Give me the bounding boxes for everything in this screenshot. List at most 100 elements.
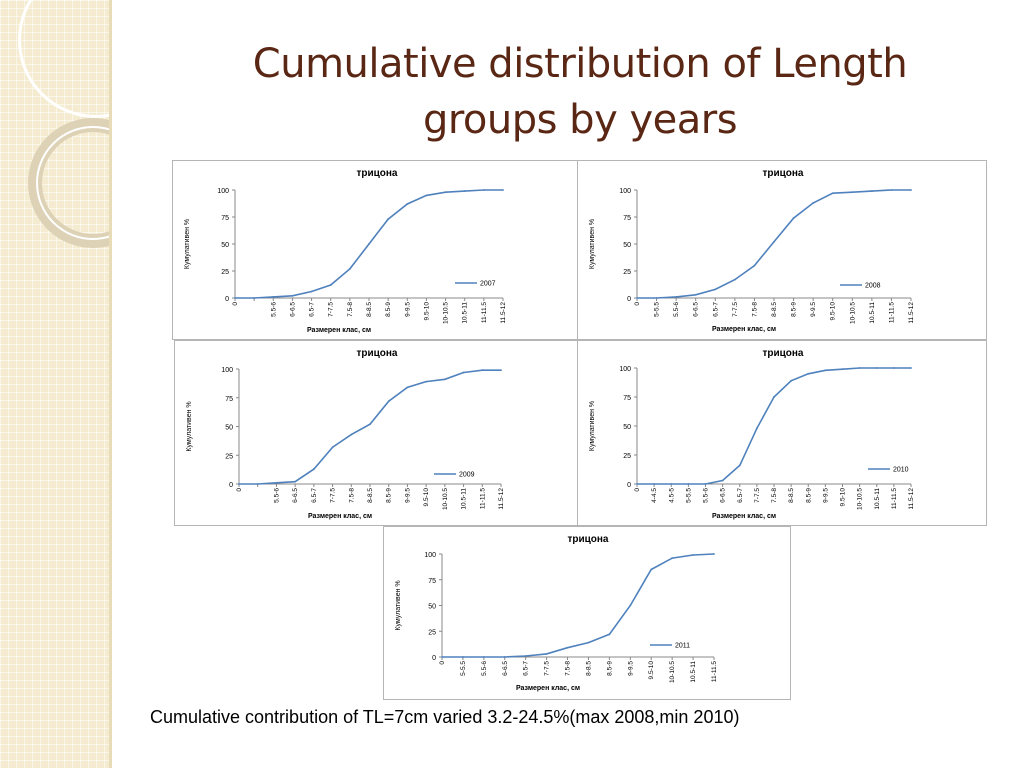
x-tick-label: 7-7.5 bbox=[330, 488, 337, 503]
data-point bbox=[387, 218, 390, 221]
series-line-2010 bbox=[637, 367, 911, 485]
x-tick-label: 6.5-7 bbox=[712, 302, 719, 317]
x-tick-label: 10.5-11 bbox=[869, 302, 876, 324]
slide-title: Cumulative distribution of Length groups… bbox=[150, 36, 1010, 148]
data-point bbox=[406, 203, 409, 205]
x-tick-label: 11.5-12 bbox=[908, 488, 915, 510]
chart-5: трицона 0 25 50 75 100 0 5-5.5 5.5-6 6-6.5 6.5-7 7-… bbox=[395, 534, 718, 692]
x-tick-label: 8.5-9 bbox=[805, 488, 812, 503]
x-tick-label: 5.5-6 bbox=[270, 302, 277, 317]
data-point bbox=[482, 189, 485, 191]
x-axis-title: Размерен клас, см bbox=[307, 327, 371, 334]
data-point bbox=[256, 483, 259, 485]
y-tick-label: 75 bbox=[623, 215, 631, 222]
data-point bbox=[653, 483, 656, 485]
x-tick-label: 0 bbox=[232, 302, 239, 306]
chart-title: трицона bbox=[762, 168, 803, 179]
data-point bbox=[566, 646, 569, 649]
x-tick-label: 6-6.5 bbox=[289, 302, 296, 317]
data-point bbox=[369, 423, 371, 426]
y-tick-label: 0 bbox=[627, 296, 631, 303]
data-point bbox=[841, 368, 844, 371]
series-line-2009 bbox=[239, 369, 501, 485]
x-tick-label: 8-8.5 bbox=[788, 488, 795, 503]
data-point bbox=[812, 202, 815, 204]
x-tick-label: 4-4.5 bbox=[651, 488, 658, 503]
data-point bbox=[650, 568, 653, 571]
x-tick-label: 10.5-11 bbox=[461, 488, 468, 510]
data-point bbox=[792, 217, 795, 219]
x-tick-label: 6.5-7 bbox=[311, 488, 318, 503]
data-point bbox=[444, 191, 447, 194]
x-axis-title: Размерен клас, см bbox=[516, 685, 580, 692]
data-point bbox=[892, 367, 895, 369]
data-point bbox=[348, 267, 351, 270]
x-tick-label: 0 bbox=[236, 488, 243, 492]
x-axis-title: Размерен клас, см bbox=[712, 513, 776, 520]
data-point bbox=[503, 656, 506, 658]
y-tick-label: 25 bbox=[428, 629, 436, 636]
x-tick-label: 10.5-11 bbox=[690, 661, 697, 683]
legend-label: 2009 bbox=[459, 472, 475, 479]
x-tick-label: 6-6.5 bbox=[292, 488, 299, 503]
data-point bbox=[481, 369, 484, 372]
x-tick-label: 7.5-8 bbox=[751, 302, 758, 317]
y-tick-label: 75 bbox=[221, 215, 229, 222]
y-tick-label: 100 bbox=[619, 188, 631, 195]
y-tick-label: 50 bbox=[225, 425, 233, 432]
data-point bbox=[773, 396, 775, 398]
x-tick-label: 9.5-10 bbox=[840, 488, 847, 507]
chart-panel-3: трицона 0 25 50 75 100 0 5.5-6 6-6.5 6.5-7 7-7.5 7.… bbox=[174, 340, 578, 526]
series-line-2011 bbox=[442, 553, 715, 658]
x-tick-label: 11-11.5 bbox=[711, 661, 718, 682]
chart-panel-5: трицона 0 25 50 75 100 0 5-5.5 5.5-6 6-6.5 6.5-7 7-… bbox=[383, 526, 791, 700]
data-point bbox=[636, 483, 638, 485]
y-tick-label: 100 bbox=[619, 366, 631, 373]
data-point bbox=[502, 189, 504, 191]
y-tick-label: 0 bbox=[229, 482, 233, 489]
data-point bbox=[721, 479, 724, 482]
data-point bbox=[704, 483, 707, 485]
chart-panel-4: трицона 0 25 50 75 100 0 4-4.5 4.5-5 5-5.5 5.5-6 6-… bbox=[577, 340, 987, 526]
data-point bbox=[350, 433, 353, 436]
data-point bbox=[272, 296, 275, 298]
chart-3: трицона 0 25 50 75 100 0 5.5-6 6-6.5 6.5-7 7-7.5 7.… bbox=[186, 348, 505, 520]
x-tick-label: 8.5-9 bbox=[791, 302, 798, 317]
data-point bbox=[524, 655, 527, 657]
y-axis-title: Кумулативен % bbox=[589, 401, 596, 451]
data-point bbox=[331, 446, 334, 449]
x-tick-label: 7.5-8 bbox=[771, 488, 778, 503]
x-tick-label: 7-7.5 bbox=[544, 661, 551, 676]
x-tick-label: 5.5-6 bbox=[273, 488, 280, 503]
data-point bbox=[733, 278, 736, 281]
x-tick-label: 0 bbox=[634, 488, 641, 492]
decorative-ring bbox=[18, 0, 112, 118]
x-tick-label: 5-5.5 bbox=[685, 488, 692, 503]
x-tick-label: 8-8.5 bbox=[585, 661, 592, 676]
data-point bbox=[675, 296, 678, 298]
y-tick-label: 75 bbox=[428, 578, 436, 585]
x-tick-label: 10-10.5 bbox=[857, 488, 864, 510]
data-point bbox=[671, 557, 674, 560]
x-tick-label: 0 bbox=[634, 302, 641, 306]
data-point bbox=[910, 367, 912, 369]
data-point bbox=[790, 379, 793, 382]
x-axis-title: Размерен клас, см bbox=[308, 513, 372, 520]
y-tick-label: 75 bbox=[623, 395, 631, 402]
data-point bbox=[253, 297, 256, 299]
data-point bbox=[608, 633, 611, 636]
x-tick-label: 6-6.5 bbox=[502, 661, 509, 676]
x-axis-title: Размерен клас, см bbox=[712, 326, 776, 333]
chart-panel-1: трицона 0 25 50 75 100 0 5.5-6 6-6.5 6.5-7 7-7.5 7.… bbox=[172, 160, 580, 340]
x-tick-label: 6.5-7 bbox=[523, 661, 530, 676]
data-point bbox=[425, 380, 428, 383]
data-point bbox=[629, 604, 632, 607]
chart-1: трицона 0 25 50 75 100 0 5.5-6 6-6.5 6.5-7 7-7.5 7.… bbox=[184, 168, 507, 334]
x-tick-label: 5.5-6 bbox=[703, 488, 710, 503]
x-tick-label: 6.5-7 bbox=[309, 302, 316, 317]
x-tick-label: 8.5-9 bbox=[385, 302, 392, 317]
y-tick-label: 25 bbox=[623, 453, 631, 460]
slide-title-line-2: groups by years bbox=[422, 97, 738, 143]
chart-panel-2: трицона 0 25 50 75 100 0 5-5.5 5.5-6 6-6.5 6.5-7 7-… bbox=[577, 160, 987, 340]
x-tick-label: 0 bbox=[439, 661, 446, 665]
